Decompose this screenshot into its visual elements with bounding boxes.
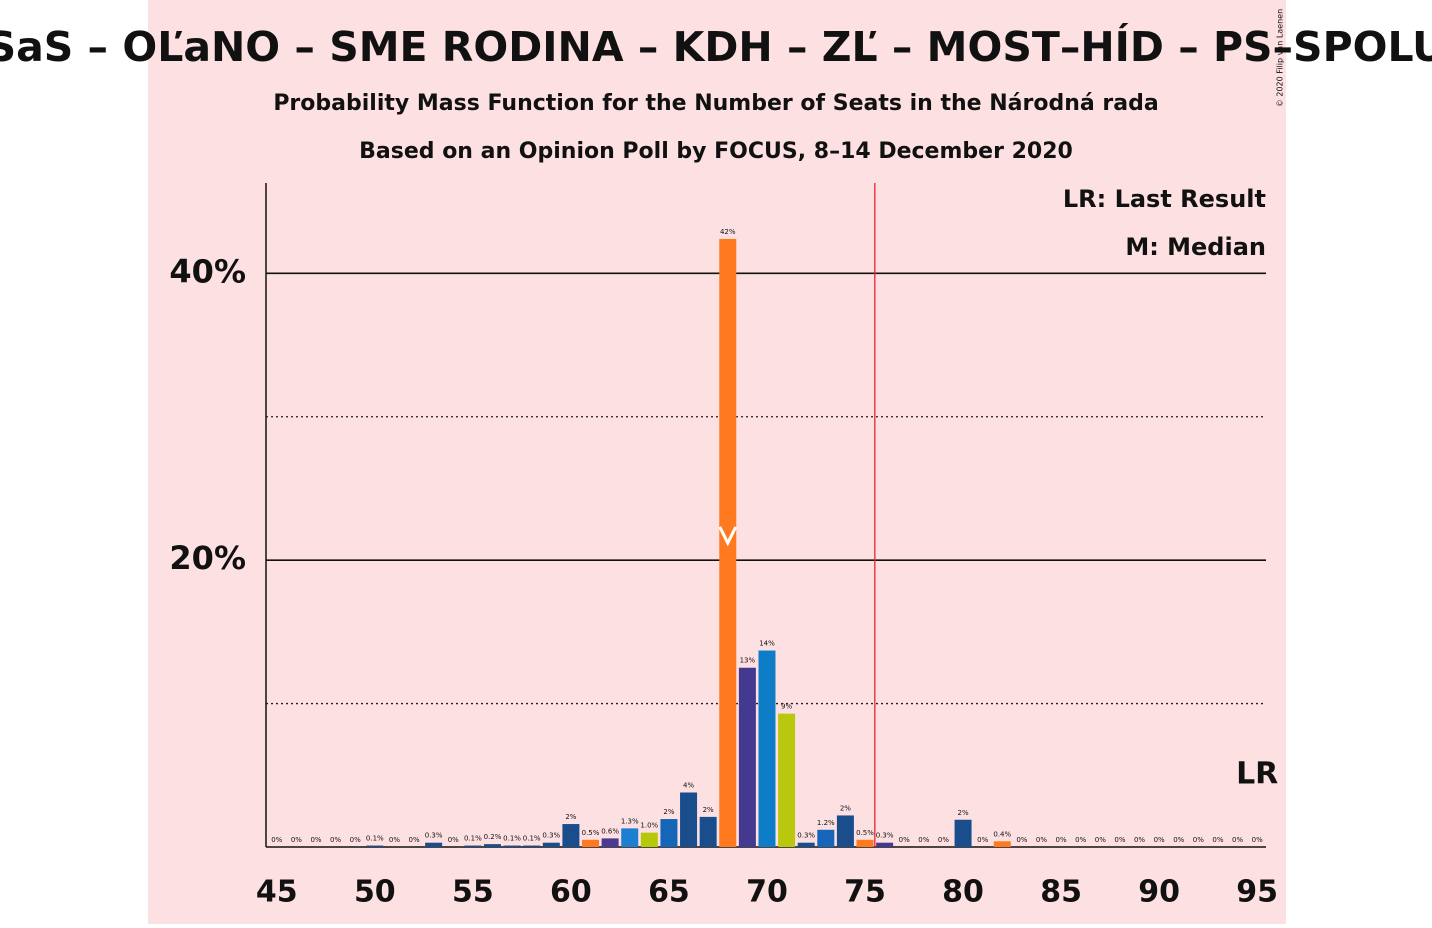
value-label: 0% [1095, 836, 1106, 844]
last-result-label: LR [1236, 757, 1278, 792]
bar [699, 816, 717, 847]
bar [680, 792, 698, 847]
x-tick-label: 95 [1236, 875, 1278, 910]
value-label: 0% [1212, 836, 1223, 844]
subtitle: Probability Mass Function for the Number… [273, 91, 1158, 116]
value-label: 0% [1134, 836, 1145, 844]
value-label: 0% [918, 836, 929, 844]
value-label: 1.3% [621, 817, 639, 825]
value-label: 0.2% [484, 833, 502, 841]
value-label: 2% [663, 808, 674, 816]
legend-text: M: Median [1125, 233, 1266, 261]
value-label: 14% [759, 640, 775, 648]
value-label: 0.1% [503, 835, 521, 843]
x-tick-label: 90 [1138, 875, 1180, 910]
value-label: 0% [1252, 836, 1263, 844]
bar [836, 815, 854, 847]
bar [817, 829, 835, 847]
value-label: 0% [1193, 836, 1204, 844]
copyright: © 2020 Filip van Laenen [1276, 9, 1285, 107]
bar [621, 828, 639, 847]
value-label: 1.2% [817, 819, 835, 827]
value-label: 0% [310, 836, 321, 844]
x-tick-label: 45 [256, 875, 298, 910]
bar [640, 832, 658, 847]
chart-title: SaS – OĽaNO – SME RODINA – KDH – ZĽ – MO… [0, 23, 1432, 71]
value-label: 42% [720, 228, 736, 236]
x-tick-label: 75 [844, 875, 886, 910]
x-tick-label: 65 [648, 875, 690, 910]
value-label: 0% [389, 836, 400, 844]
background [148, 0, 1286, 924]
bar [954, 819, 972, 847]
value-label: 0.1% [366, 835, 384, 843]
value-label: 0% [408, 836, 419, 844]
value-label: 0% [350, 836, 361, 844]
x-tick-label: 55 [452, 875, 494, 910]
value-label: 0% [1114, 836, 1125, 844]
value-label: 0% [448, 836, 459, 844]
value-label: 13% [740, 657, 756, 665]
bar [483, 844, 501, 847]
value-label: 0% [938, 836, 949, 844]
bar [523, 845, 541, 847]
x-tick-label: 80 [942, 875, 984, 910]
x-tick-label: 85 [1040, 875, 1082, 910]
bar [542, 842, 560, 847]
bar [366, 845, 384, 847]
bar [464, 845, 482, 847]
bar [993, 841, 1011, 847]
legend-text: LR: Last Result [1063, 185, 1266, 213]
bar [856, 839, 874, 847]
bar [601, 838, 619, 847]
value-label: 0% [1154, 836, 1165, 844]
value-label: 0% [1075, 836, 1086, 844]
value-label: 2% [565, 813, 576, 821]
value-label: 0% [977, 836, 988, 844]
value-label: 0.3% [797, 832, 815, 840]
value-label: 0% [1056, 836, 1067, 844]
value-label: 0% [1173, 836, 1184, 844]
value-label: 2% [703, 806, 714, 814]
value-label: 2% [840, 804, 851, 812]
bar [582, 839, 600, 847]
bar [778, 713, 796, 847]
median-marker [718, 526, 738, 547]
value-label: 0.4% [993, 830, 1011, 838]
value-label: 1.0% [640, 822, 658, 830]
y-tick-label: 40% [169, 252, 246, 290]
x-tick-label: 60 [550, 875, 592, 910]
bar [738, 667, 756, 847]
bar [503, 845, 521, 847]
x-tick-label: 70 [746, 875, 788, 910]
value-label: 4% [683, 782, 694, 790]
value-label: 0% [899, 836, 910, 844]
value-label: 0.6% [601, 827, 619, 835]
value-label: 0.1% [464, 835, 482, 843]
value-label: 0.3% [425, 832, 443, 840]
y-tick-label: 20% [169, 539, 246, 577]
value-label: 9% [781, 703, 792, 711]
value-label: 0.1% [523, 835, 541, 843]
bar [562, 824, 580, 847]
bar [797, 842, 815, 847]
bar [876, 842, 894, 847]
value-label: 0% [271, 836, 282, 844]
value-label: 0.5% [582, 829, 600, 837]
bar [425, 842, 443, 847]
value-label: 0.3% [876, 832, 894, 840]
subtitle: Based on an Opinion Poll by FOCUS, 8–14 … [359, 139, 1073, 164]
value-label: 0% [330, 836, 341, 844]
value-label: 0% [1232, 836, 1243, 844]
value-label: 0% [1016, 836, 1027, 844]
value-label: 2% [958, 809, 969, 817]
bar [758, 650, 776, 847]
x-tick-label: 50 [354, 875, 396, 910]
value-label: 0.5% [856, 829, 874, 837]
value-label: 0% [1036, 836, 1047, 844]
bar [660, 819, 678, 847]
value-label: 0.3% [542, 832, 560, 840]
value-label: 0% [291, 836, 302, 844]
